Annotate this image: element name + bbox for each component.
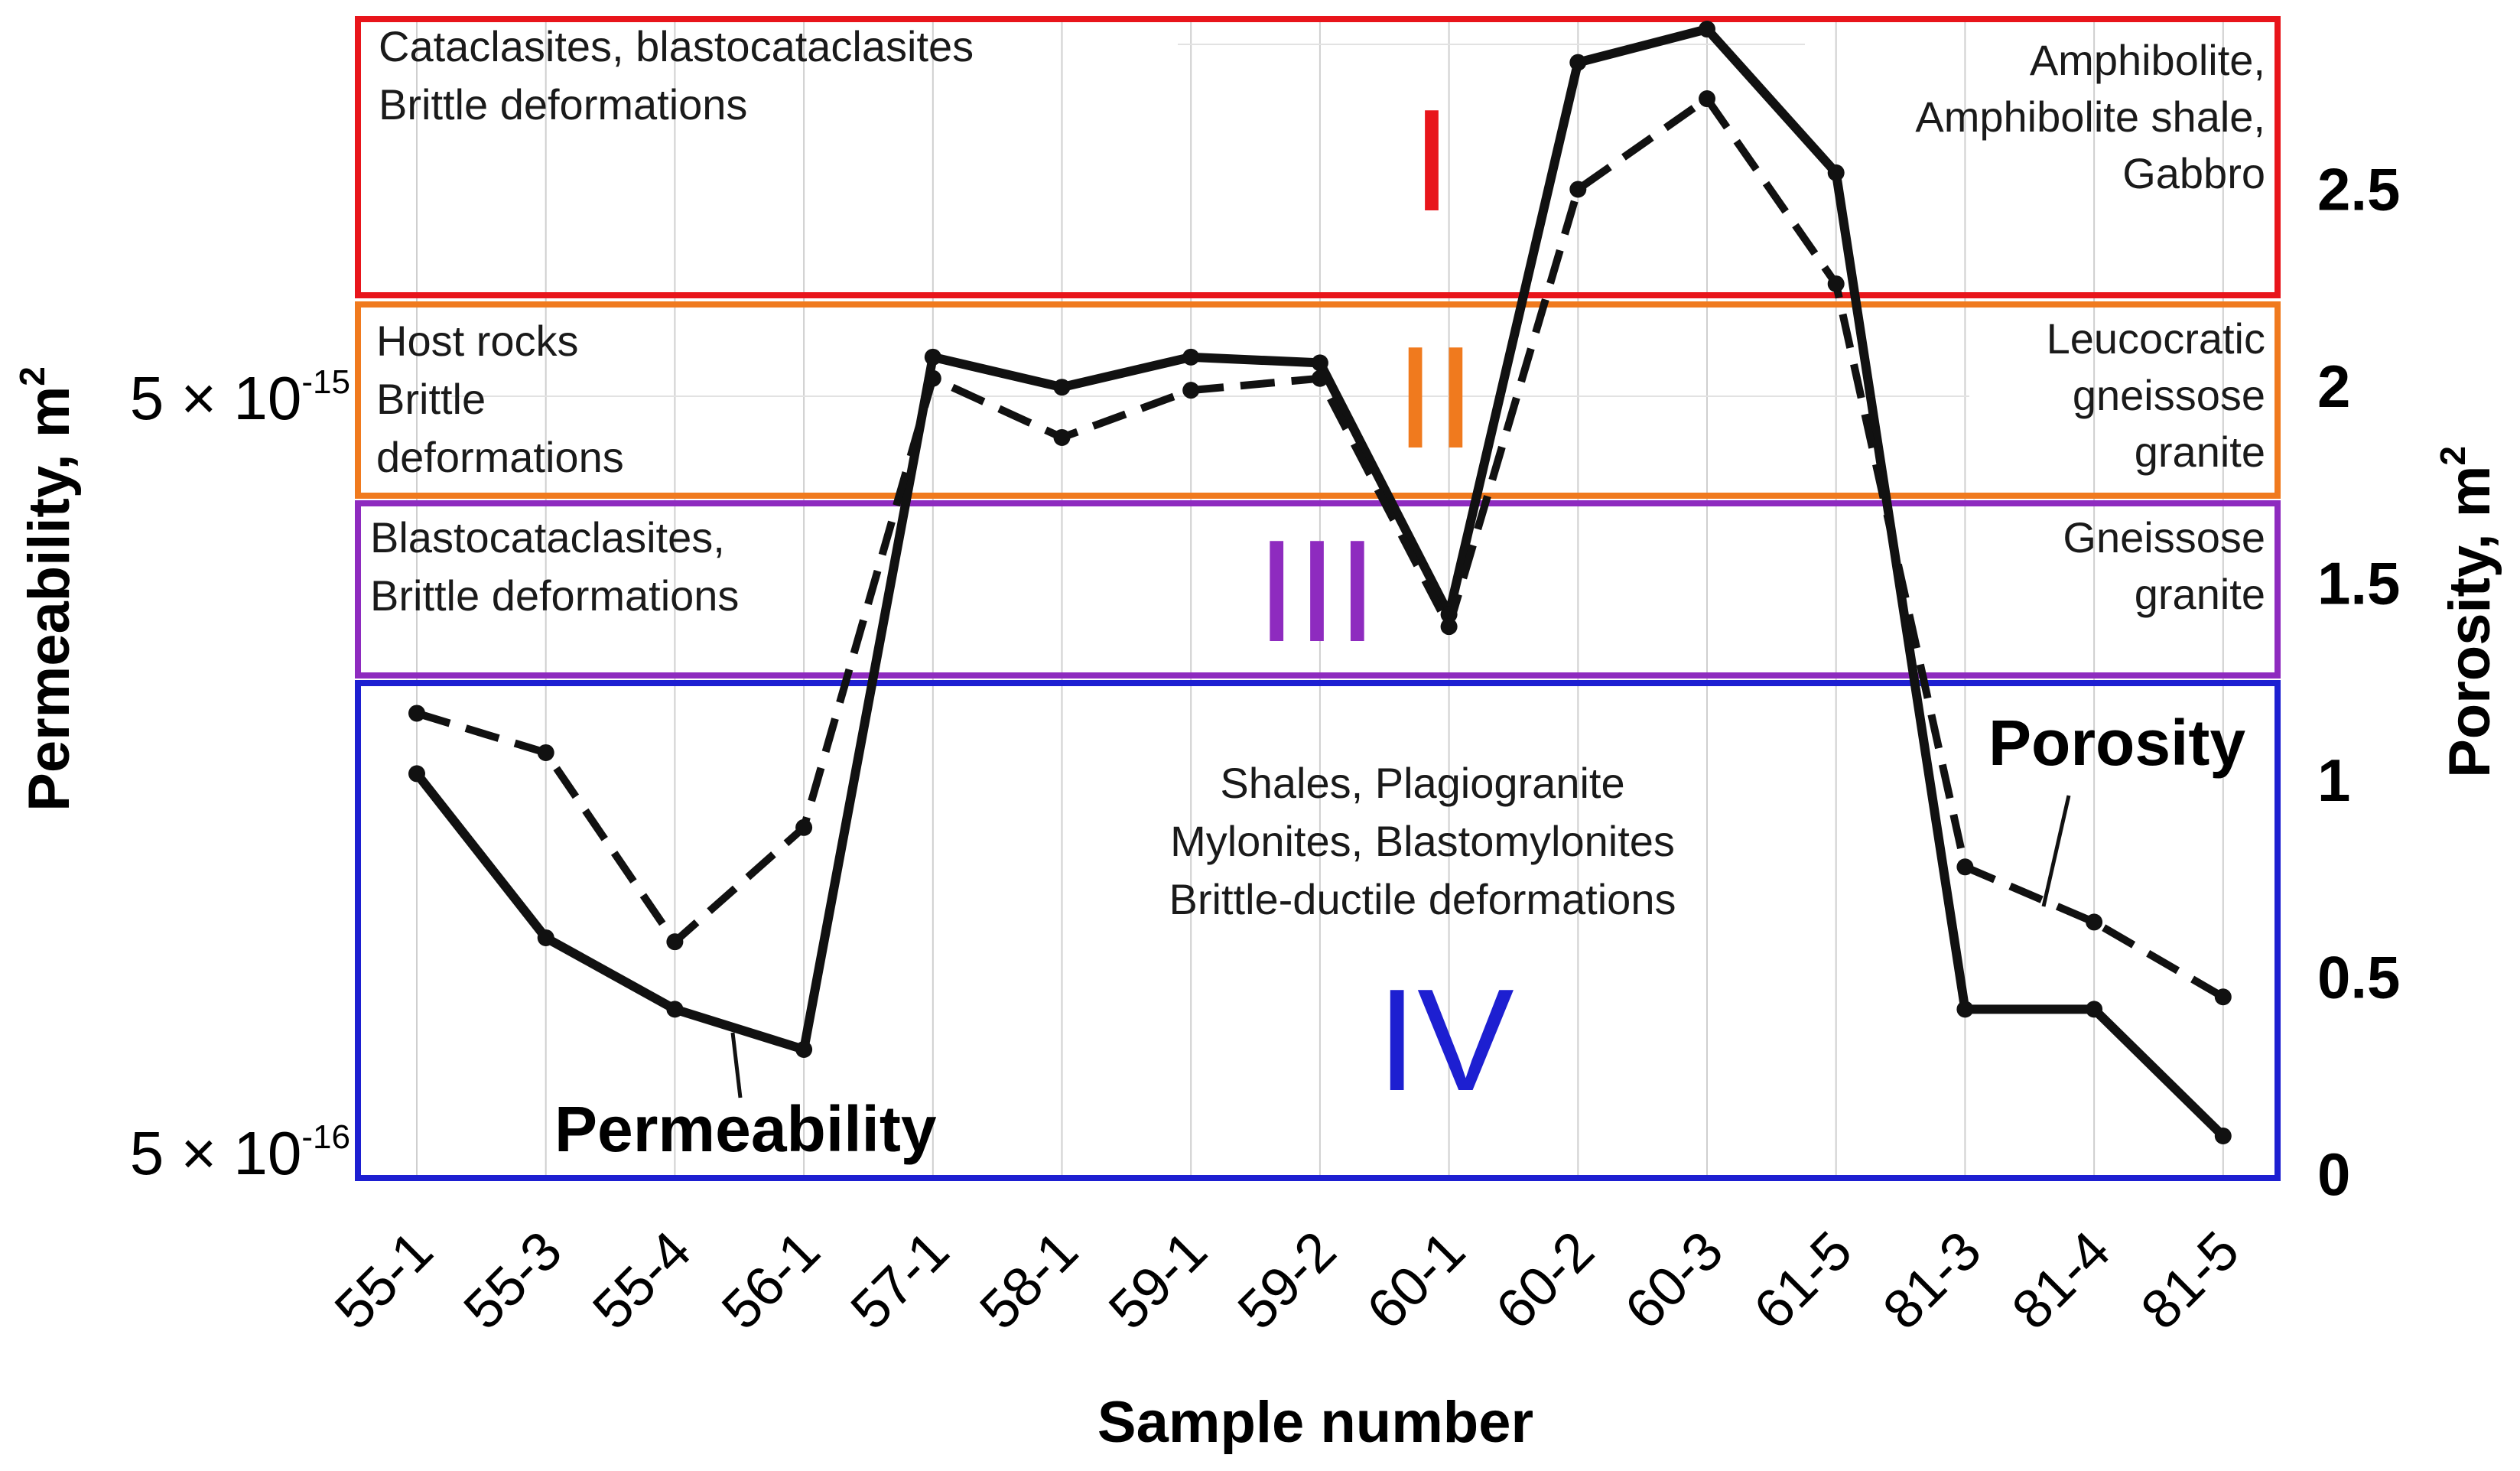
zone-2-right-text: granite [2135, 428, 2265, 476]
zone-4: Shales, Plagiogranite Mylonites, Blastomy… [355, 680, 2281, 1181]
permeability-point-55-4 [666, 1001, 684, 1018]
zone-1-right-text: Amphibolite shale, [1915, 93, 2265, 141]
right-tick-label: 0.5 [2317, 944, 2400, 1011]
zone-2-right-text: Leucocratic [2047, 314, 2265, 363]
permeability-point-61-5 [1827, 164, 1845, 181]
x-axis-title: Sample number [1097, 1390, 1533, 1455]
right-tick-label: 2 [2317, 353, 2350, 420]
zone-4-center-text: Brittle-ductile deformations [1169, 875, 1676, 923]
zone-1-left-text: Cataclasites, blastocataclasites [379, 22, 974, 70]
porosity-point-81-5 [2214, 988, 2232, 1006]
permeability-point-59-2 [1311, 354, 1328, 372]
right-tick-label: 1 [2317, 747, 2350, 814]
zone-3-right-text: Gneissose [2063, 513, 2265, 561]
porosity-point-57-1 [924, 369, 941, 387]
zone-4-center-text: Shales, Plagiogranite [1220, 759, 1624, 807]
permeability-point-60-2 [1569, 54, 1587, 71]
zone-3-right-text: granite [2135, 570, 2265, 618]
zone-1-right-text: Gabbro [2122, 149, 2265, 197]
porosity-point-59-2 [1311, 369, 1328, 387]
permeability-point-55-1 [408, 765, 425, 783]
right-tick-label: 1.5 [2317, 550, 2400, 617]
porosity-point-55-3 [537, 744, 554, 761]
zone-4-border [355, 680, 2281, 1181]
porosity-label: Porosity [1988, 707, 2245, 779]
zone-2-left-text: Brittle [376, 375, 486, 423]
right-axis-title: Porosity, m2 [2433, 446, 2502, 778]
porosity-point-56-1 [795, 818, 813, 836]
zone-1: Cataclasites, blastocataclasites Brittle … [355, 16, 2281, 298]
series-porosity [408, 90, 2232, 1006]
porosity-point-81-3 [1956, 858, 1974, 876]
porosity-point-81-4 [2086, 913, 2103, 931]
right-tick-label: 2.5 [2317, 156, 2400, 223]
right-axis: 0 0.5 1 1.5 2 2.5 Porosity, m2 [2317, 156, 2502, 1209]
zone-3-left-text: Blastocataclasites, [370, 513, 725, 561]
zone-1-numeral: I [1412, 80, 1452, 242]
porosity-callout-line [2041, 795, 2071, 907]
left-tick-label: 5 × 10-15 [130, 363, 350, 432]
series-labels: Permeability Porosity [554, 707, 2245, 1165]
zone-1-left-text: Brittle deformations [379, 80, 747, 129]
porosity-point-60-3 [1699, 90, 1715, 108]
zone-3-border [355, 500, 2281, 679]
left-axis-title: Permeability, m2 [12, 366, 82, 812]
zone-2-left-text: Host rocks [376, 317, 579, 365]
zone-4-numeral: IV [1377, 959, 1514, 1121]
porosity-point-60-2 [1569, 181, 1587, 198]
gridlines [416, 19, 2224, 1178]
zone-3-left-text: Brittle deformations [370, 571, 739, 620]
permeability-point-81-5 [2214, 1128, 2232, 1145]
zone-3-numeral: III [1257, 510, 1377, 672]
zone-2-border [355, 301, 2281, 499]
porosity-point-61-5 [1827, 275, 1845, 293]
zone-3: Blastocataclasites, Brittle deformations G… [355, 500, 2281, 679]
left-axis: 5 × 10-16 5 × 10-15 Permeability, m2 [12, 363, 350, 1187]
permeability-label: Permeability [554, 1093, 937, 1165]
zone-2-left-text: deformations [376, 433, 624, 481]
porosity-point-55-1 [408, 705, 425, 722]
zone-2-numeral: II [1395, 317, 1476, 479]
zone-2: Host rocks Brittle deformations Leucocratic… [355, 301, 2281, 499]
zone-4-center-text: Mylonites, Blastomylonites [1170, 817, 1675, 865]
permeability-point-57-1 [924, 348, 941, 366]
left-tick-label: 5 × 10-16 [130, 1118, 350, 1187]
zones: Cataclasites, blastocataclasites Brittle … [355, 16, 2281, 1181]
permeability-point-58-1 [1053, 379, 1071, 396]
zone-1-border [355, 16, 2281, 298]
porosity-point-58-1 [1053, 428, 1071, 446]
zone-1-right-text: Amphibolite, [2030, 36, 2265, 84]
permeability-point-55-3 [537, 929, 554, 946]
porosity-point-55-4 [666, 933, 684, 951]
permeability-point-81-3 [1956, 1001, 1974, 1018]
permeability-point-56-1 [795, 1040, 813, 1058]
series-permeability [408, 21, 2232, 1145]
series [408, 21, 2232, 1145]
porosity-point-59-1 [1182, 382, 1200, 399]
zone-2-right-text: gneissose [2073, 371, 2265, 419]
permeability-point-59-1 [1182, 348, 1200, 366]
permeability-point-81-4 [2086, 1001, 2103, 1018]
permeability-callout-line [730, 1032, 743, 1098]
porosity-point-60-1 [1440, 618, 1458, 636]
right-tick-label: 0 [2317, 1141, 2350, 1208]
permeability-point-60-3 [1699, 21, 1715, 38]
